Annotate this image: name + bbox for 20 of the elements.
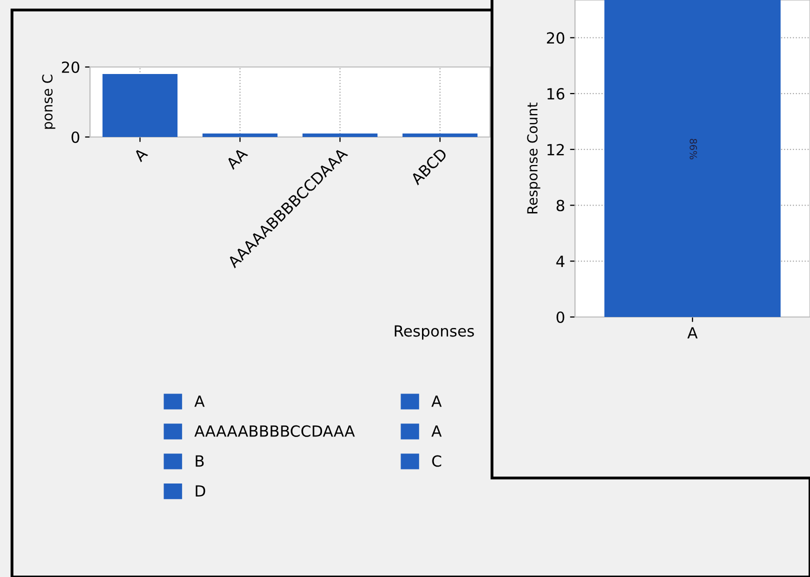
legend-label: A <box>431 396 442 407</box>
annotation: 86% <box>690 138 698 160</box>
y-tick-label: 12 <box>548 144 564 156</box>
legend-label: B <box>196 455 204 467</box>
y-tick-label: 0 <box>556 311 564 324</box>
legend-label: C <box>432 455 442 467</box>
y-tick-label: 4 <box>556 256 564 267</box>
y-axis-title: ponse C <box>42 74 56 129</box>
legend-label: AAAAABBBBCCDAAA <box>194 425 355 437</box>
legend-label: A <box>194 396 205 407</box>
y-tick-label: 16 <box>548 88 564 100</box>
y-axis-title: Response Count <box>527 102 540 214</box>
x-tick-label: A <box>133 147 148 162</box>
y-tick-label: 20 <box>546 32 564 44</box>
x-axis-title: Responses <box>394 325 474 340</box>
y-tick-label: 8 <box>556 200 564 212</box>
y-tick-label: 0 <box>72 131 80 144</box>
y-tick-label: 20 <box>62 61 80 74</box>
legend-label: A <box>431 426 442 437</box>
legend-label: D <box>196 485 206 496</box>
